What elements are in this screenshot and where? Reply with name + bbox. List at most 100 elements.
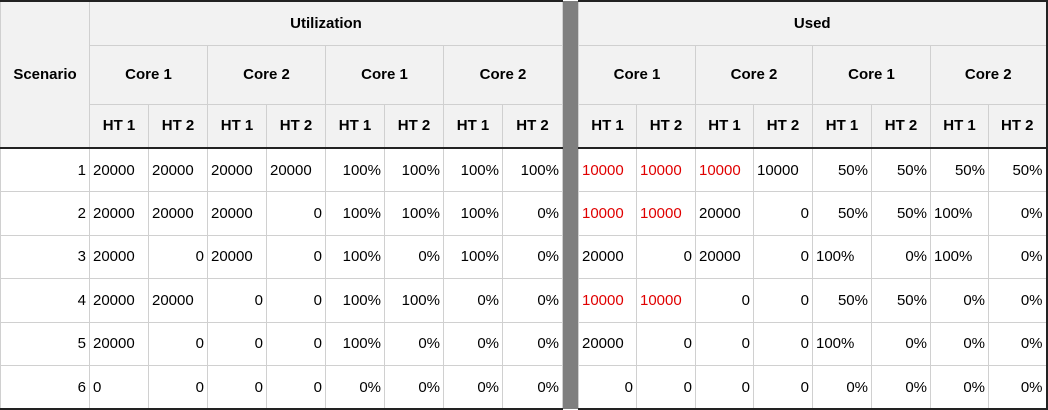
used-cell[interactable]: 0%	[871, 234, 931, 279]
used-cell[interactable]: 50%	[812, 191, 872, 236]
scenario-cell[interactable]: 1	[0, 147, 90, 192]
utilization-cell[interactable]: 0	[207, 365, 267, 410]
used-cell[interactable]: 10000	[578, 147, 637, 192]
ht-header[interactable]: HT 1	[207, 103, 267, 149]
utilization-cell[interactable]: 20000	[89, 191, 149, 236]
core-header[interactable]: Core 2	[207, 44, 326, 105]
used-cell[interactable]: 100%	[930, 191, 989, 236]
ht-header[interactable]: HT 1	[812, 103, 872, 149]
utilization-cell[interactable]: 0	[266, 365, 326, 410]
used-cell[interactable]: 0	[695, 365, 754, 410]
core-header[interactable]: Core 1	[89, 44, 208, 105]
core-header[interactable]: Core 1	[578, 44, 696, 105]
scenario-cell[interactable]: 2	[0, 191, 90, 236]
used-cell[interactable]: 50%	[988, 147, 1048, 192]
used-cell[interactable]: 0	[636, 365, 696, 410]
scenario-header[interactable]: Scenario	[0, 0, 90, 149]
used-cell[interactable]: 10000	[753, 147, 813, 192]
utilization-cell[interactable]: 20000	[89, 321, 149, 366]
utilization-cell[interactable]: 0	[266, 278, 326, 323]
utilization-cell[interactable]: 0	[207, 321, 267, 366]
ht-header[interactable]: HT 1	[578, 103, 637, 149]
used-cell[interactable]: 100%	[812, 234, 872, 279]
ht-header[interactable]: HT 2	[636, 103, 696, 149]
used-cell[interactable]: 10000	[636, 147, 696, 192]
utilization-cell[interactable]: 20000	[266, 147, 326, 192]
used-cell[interactable]: 10000	[578, 191, 637, 236]
used-cell[interactable]: 20000	[695, 234, 754, 279]
core-header[interactable]: Core 2	[443, 44, 563, 105]
ht-header[interactable]: HT 2	[266, 103, 326, 149]
ht-header[interactable]: HT 2	[148, 103, 208, 149]
used-cell[interactable]: 20000	[578, 321, 637, 366]
used-cell[interactable]: 50%	[871, 191, 931, 236]
utilization-cell[interactable]: 0%	[502, 191, 563, 236]
used-cell[interactable]: 0	[695, 321, 754, 366]
core-header[interactable]: Core 1	[812, 44, 931, 105]
used-cell[interactable]: 0	[753, 234, 813, 279]
used-cell[interactable]: 0	[578, 365, 637, 410]
used-cell[interactable]: 0	[753, 365, 813, 410]
used-cell[interactable]: 0%	[988, 365, 1048, 410]
used-cell[interactable]: 50%	[871, 278, 931, 323]
scenario-cell[interactable]: 4	[0, 278, 90, 323]
utilization-cell[interactable]: 0%	[384, 321, 444, 366]
used-cell[interactable]: 0	[753, 191, 813, 236]
used-cell[interactable]: 0%	[988, 191, 1048, 236]
utilization-cell[interactable]: 0%	[443, 365, 503, 410]
core-header[interactable]: Core 1	[325, 44, 444, 105]
utilization-group-header[interactable]: Utilization	[89, 0, 563, 46]
scenario-cell[interactable]: 6	[0, 365, 90, 410]
used-cell[interactable]: 10000	[695, 147, 754, 192]
utilization-cell[interactable]: 100%	[443, 147, 503, 192]
used-cell[interactable]: 0%	[988, 278, 1048, 323]
utilization-cell[interactable]: 0%	[443, 278, 503, 323]
utilization-cell[interactable]: 0	[207, 278, 267, 323]
used-cell[interactable]: 0	[753, 278, 813, 323]
utilization-cell[interactable]: 20000	[89, 234, 149, 279]
utilization-cell[interactable]: 100%	[325, 147, 385, 192]
utilization-cell[interactable]: 20000	[207, 234, 267, 279]
utilization-cell[interactable]: 0%	[384, 365, 444, 410]
used-cell[interactable]: 100%	[812, 321, 872, 366]
utilization-cell[interactable]: 20000	[148, 278, 208, 323]
utilization-cell[interactable]: 0	[266, 191, 326, 236]
utilization-cell[interactable]: 0	[148, 365, 208, 410]
ht-header[interactable]: HT 1	[325, 103, 385, 149]
utilization-cell[interactable]: 0	[89, 365, 149, 410]
used-cell[interactable]: 0%	[812, 365, 872, 410]
utilization-cell[interactable]: 100%	[443, 234, 503, 279]
used-cell[interactable]: 0	[636, 321, 696, 366]
utilization-cell[interactable]: 100%	[384, 147, 444, 192]
used-cell[interactable]: 50%	[871, 147, 931, 192]
used-cell[interactable]: 0%	[988, 234, 1048, 279]
used-cell[interactable]: 100%	[930, 234, 989, 279]
utilization-cell[interactable]: 20000	[148, 147, 208, 192]
used-group-header[interactable]: Used	[578, 0, 1048, 46]
ht-header[interactable]: HT 2	[753, 103, 813, 149]
used-cell[interactable]: 0%	[930, 321, 989, 366]
used-cell[interactable]: 50%	[930, 147, 989, 192]
ht-header[interactable]: HT 2	[988, 103, 1048, 149]
ht-header[interactable]: HT 2	[871, 103, 931, 149]
used-cell[interactable]: 10000	[636, 191, 696, 236]
scenario-cell[interactable]: 3	[0, 234, 90, 279]
used-cell[interactable]: 10000	[578, 278, 637, 323]
utilization-cell[interactable]: 20000	[207, 147, 267, 192]
utilization-cell[interactable]: 20000	[148, 191, 208, 236]
utilization-cell[interactable]: 20000	[89, 278, 149, 323]
utilization-cell[interactable]: 0%	[502, 321, 563, 366]
scenario-cell[interactable]: 5	[0, 321, 90, 366]
used-cell[interactable]: 0%	[988, 321, 1048, 366]
utilization-cell[interactable]: 20000	[207, 191, 267, 236]
utilization-cell[interactable]: 0%	[443, 321, 503, 366]
utilization-cell[interactable]: 20000	[89, 147, 149, 192]
used-cell[interactable]: 20000	[695, 191, 754, 236]
ht-header[interactable]: HT 1	[443, 103, 503, 149]
utilization-cell[interactable]: 0	[266, 234, 326, 279]
used-cell[interactable]: 0%	[930, 278, 989, 323]
utilization-cell[interactable]: 0%	[502, 278, 563, 323]
utilization-cell[interactable]: 100%	[384, 278, 444, 323]
utilization-cell[interactable]: 0%	[325, 365, 385, 410]
utilization-cell[interactable]: 0%	[502, 234, 563, 279]
